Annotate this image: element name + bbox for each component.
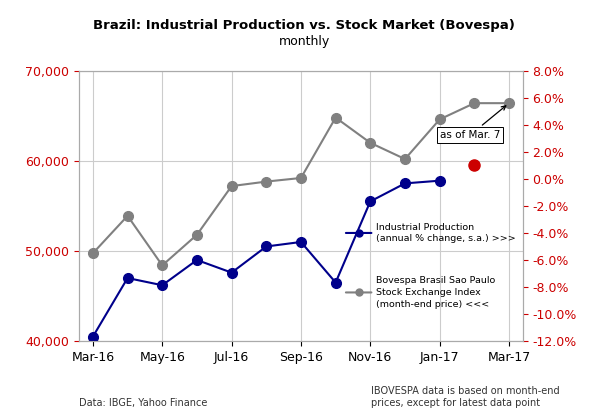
Text: IBOVESPA data is based on month-end
prices, except for latest data point: IBOVESPA data is based on month-end pric…	[371, 386, 559, 408]
Text: Brazil: Industrial Production vs. Stock Market (Bovespa): Brazil: Industrial Production vs. Stock …	[93, 19, 515, 32]
Text: GROUP: GROUP	[15, 399, 32, 404]
Text: Data: IBGE, Yahoo Finance: Data: IBGE, Yahoo Finance	[79, 398, 207, 408]
Text: SAXO: SAXO	[14, 388, 33, 393]
Text: TradingFloor·com: TradingFloor·com	[38, 389, 148, 399]
Text: Bovespa Brasil Sao Paulo
Stock Exchange Index
(month-end price) <<<: Bovespa Brasil Sao Paulo Stock Exchange …	[376, 276, 496, 309]
Text: Industrial Production
(annual % change, s.a.) >>>: Industrial Production (annual % change, …	[376, 223, 516, 243]
Text: monthly: monthly	[278, 35, 330, 48]
Text: as of Mar. 7: as of Mar. 7	[440, 106, 506, 140]
